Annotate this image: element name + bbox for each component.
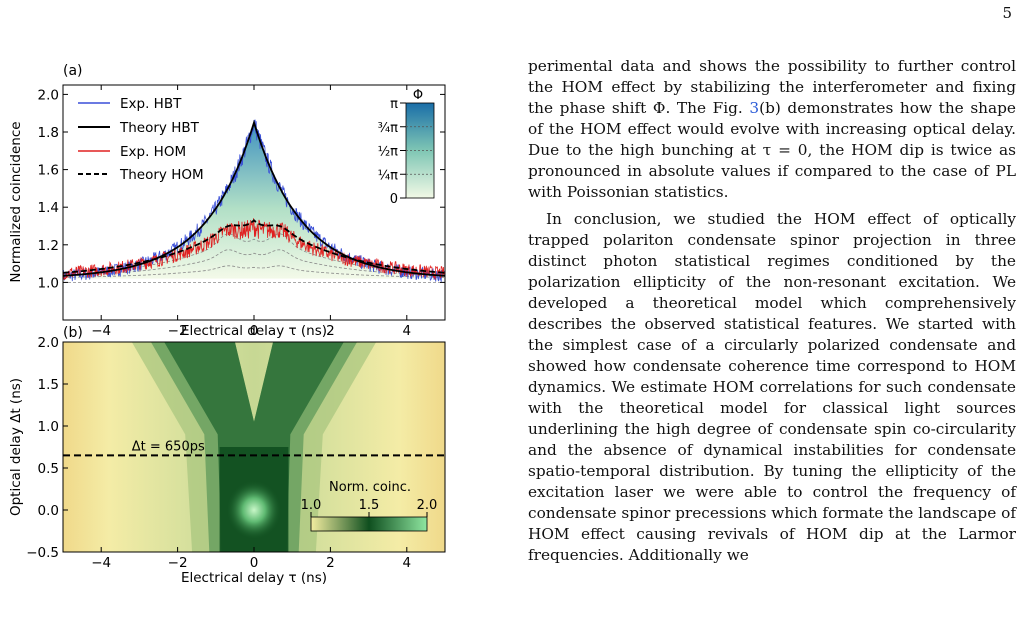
phase-colorbar: Φ 0 ¼π ½π ¾π π — [378, 88, 435, 207]
b-ytick-label: 0.5 — [38, 461, 59, 477]
b-xtick-label: 0 — [250, 555, 259, 571]
b-xtick-label: 2 — [326, 555, 335, 571]
b-xtick-label: −4 — [91, 555, 111, 571]
legend-exp-hom: Exp. HOM — [120, 144, 186, 160]
phase-fill-area — [63, 122, 445, 279]
a-ytick-label: 1.6 — [38, 163, 59, 179]
a-ytick-label: 2.0 — [38, 87, 59, 103]
heatmap-hotspot — [226, 480, 282, 540]
b-ytick-label: 1.0 — [38, 419, 59, 435]
phase-curve-0 — [63, 265, 445, 278]
figure-svg: (a) −4 −2 0 2 4 1.0 1.2 1.4 1.6 1.8 2.0 Electrical… — [8, 63, 446, 586]
legend-theory-hbt: Theory HBT — [119, 120, 200, 136]
b-ytick-label: −0.5 — [26, 545, 59, 561]
series-theory-hbt — [63, 119, 445, 277]
phase-curve-1 — [63, 249, 445, 277]
phase-tick-label: π — [390, 97, 398, 112]
phase-tick-label: ¾π — [378, 121, 399, 136]
body-text-column: perimental data and shows the possibilit… — [528, 56, 1016, 566]
b-ytick-label: 1.5 — [38, 377, 59, 393]
annotation-label: Δt = 650ps — [132, 439, 205, 454]
coinc-tick-label: 2.0 — [417, 498, 438, 513]
panel-b-ylabel: Optical delay Δt (ns) — [8, 378, 24, 516]
b-ytick-label: 2.0 — [38, 335, 59, 351]
coinc-colorbar: Norm. coinc. 1.0 1.5 2.0 — [301, 480, 438, 532]
a-xtick-label: 4 — [403, 323, 412, 339]
phase-tick-label: 0 — [390, 192, 398, 207]
panel-b-axes: −4 −2 0 2 4 −0.5 0.0 0.5 1.0 1.5 2.0 — [26, 335, 411, 571]
b-xtick-label: −2 — [168, 555, 188, 571]
phase-colorbar-title: Φ — [413, 88, 423, 103]
b-xtick-label: 4 — [403, 555, 412, 571]
panel-b-heatmap — [63, 342, 445, 552]
a-ytick-label: 1.4 — [38, 200, 59, 216]
page-number: 5 — [1002, 4, 1012, 22]
b-ytick-label: 0.0 — [38, 503, 59, 519]
panel-a-label: (a) — [63, 63, 83, 79]
figure-ref-link[interactable]: 3 — [749, 99, 760, 117]
coinc-tick-label: 1.5 — [359, 498, 380, 513]
paragraph-2: In conclusion, we studied the HOM effect… — [528, 210, 1016, 564]
a-ytick-label: 1.2 — [38, 238, 59, 254]
panel-a-legend: Exp. HBT Theory HBT Exp. HOM Theory HOM — [78, 96, 204, 183]
coinc-colorbar-title: Norm. coinc. — [329, 480, 411, 495]
panel-a-ylabel: Normalized coincidence — [8, 121, 24, 282]
phase-curve-2 — [63, 233, 445, 275]
a-xtick-label: 0 — [250, 323, 259, 339]
phase-tick-label: ½π — [378, 145, 399, 160]
a-ytick-label: 1.8 — [38, 125, 59, 141]
a-ytick-label: 1.0 — [38, 275, 59, 291]
phase-tick-label: ¼π — [378, 168, 399, 183]
panel-a-axes: −4 −2 0 2 4 1.0 1.2 1.4 1.6 1.8 2.0 — [38, 85, 445, 339]
paragraph-1-start: perimental data and shows the possibilit… — [528, 57, 1016, 117]
a-xtick-label: −2 — [168, 323, 188, 339]
a-xtick-label: −4 — [91, 323, 111, 339]
paragraph-1-end: (b) demonstrates how the shape of the HO… — [528, 99, 1016, 201]
legend-theory-hom: Theory HOM — [119, 167, 204, 183]
a-xtick-label: 2 — [326, 323, 335, 339]
legend-exp-hbt: Exp. HBT — [120, 96, 182, 112]
panel-b-xlabel: Electrical delay τ (ns) — [181, 570, 327, 586]
coinc-colorbar-gradient — [310, 516, 428, 532]
figure: (a) −4 −2 0 2 4 1.0 1.2 1.4 1.6 1.8 2.0 Electrical… — [0, 55, 460, 599]
paragraph-1: perimental data and shows the possibilit… — [528, 56, 1016, 203]
series-theory-hom — [63, 219, 445, 274]
panel-a-plot — [63, 119, 445, 283]
panel-a-xlabel: Electrical delay τ (ns) — [181, 323, 327, 339]
coinc-tick-label: 1.0 — [301, 498, 322, 513]
panel-b-label: (b) — [63, 325, 83, 341]
